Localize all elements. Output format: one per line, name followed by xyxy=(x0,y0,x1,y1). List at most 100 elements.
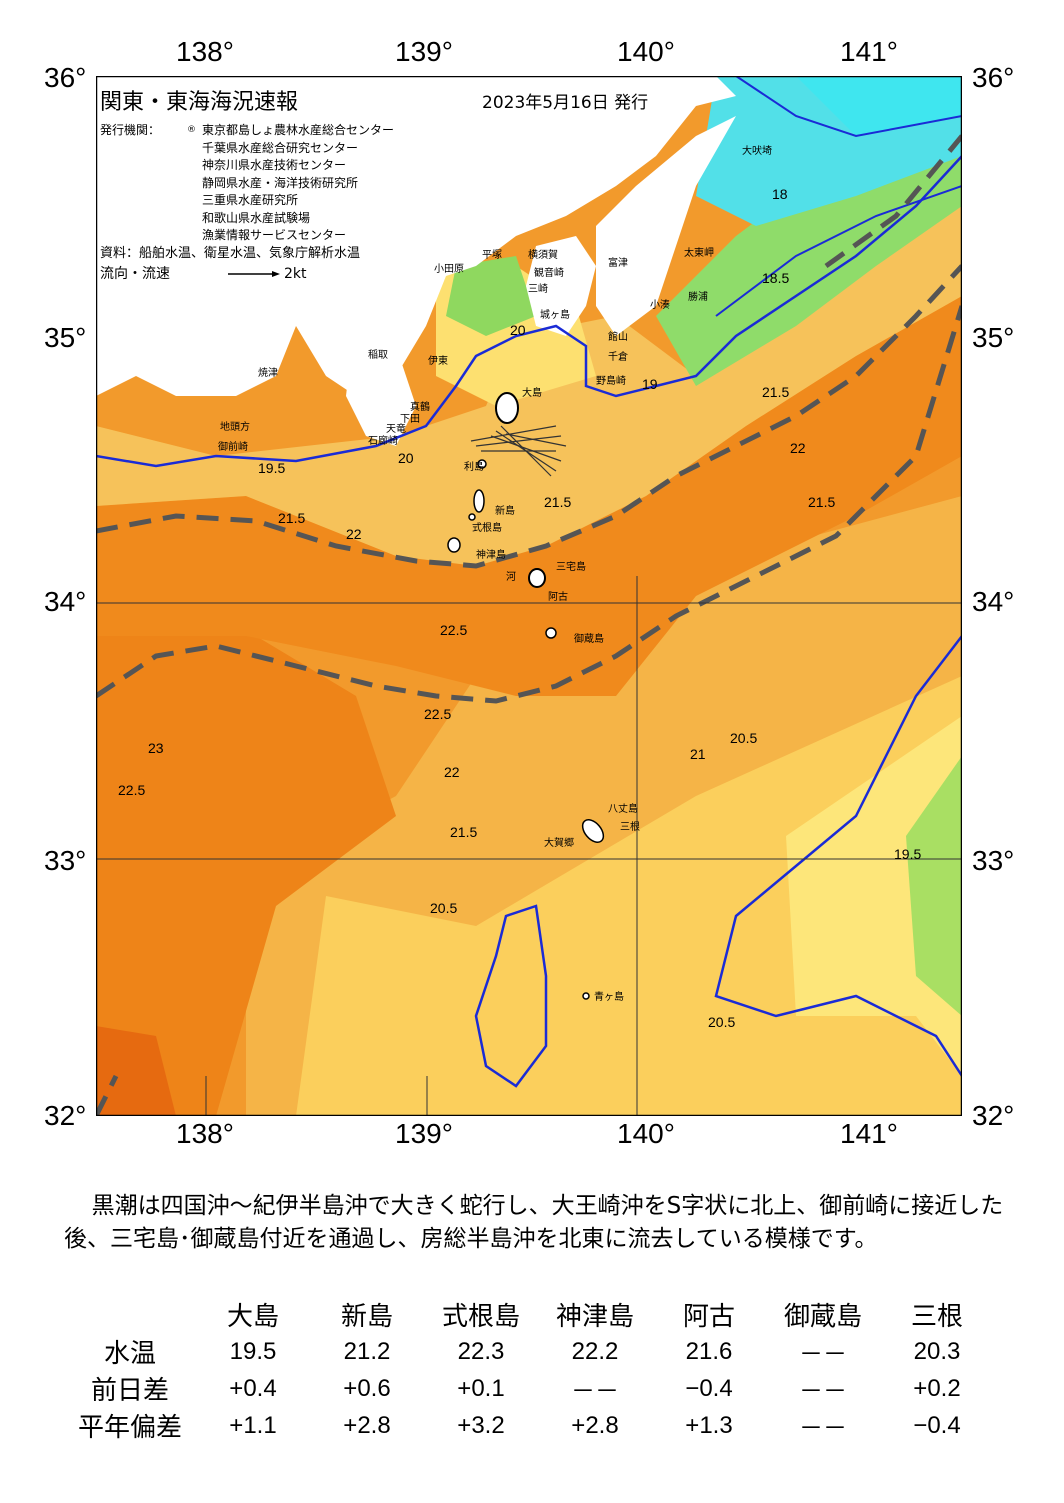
contour-label-22-5-a: 22.5 xyxy=(440,622,468,638)
table-row: 前日差 +0.4 +0.6 +0.1 －－ −0.4 －－ +0.2 xyxy=(64,1370,994,1407)
lat-label-32-left: 32° xyxy=(44,1100,87,1131)
column-shikinejima: 式根島 xyxy=(441,1302,520,1332)
publisher-6: 和歌山県水産試験場 xyxy=(202,210,311,225)
place-yaizu: 焼津 xyxy=(258,368,278,379)
lon-label-141-bottom: 141° xyxy=(840,1118,898,1149)
island-aogashima xyxy=(582,992,590,1000)
contour-label-20-5-a: 20.5 xyxy=(430,900,458,916)
contour-label-22-5-c: 22.5 xyxy=(118,782,146,798)
table-cell: +0.2 xyxy=(913,1374,961,1402)
place-shimoda: 石廊崎 xyxy=(368,436,398,447)
table-cell: −0.4 xyxy=(913,1411,961,1439)
place-katsuura: 勝浦 xyxy=(688,292,708,303)
contour-label-21: 21 xyxy=(690,746,706,762)
table-cell: +0.6 xyxy=(343,1374,391,1402)
contour-label-22-b: 22 xyxy=(790,440,806,456)
table-corner xyxy=(64,1296,196,1333)
publisher-label: 発行機関： xyxy=(100,123,161,137)
lat-label-33-right: 33° xyxy=(972,845,1015,876)
table-cell: +2.8 xyxy=(343,1411,391,1439)
place-miyakejima: 三宅島 xyxy=(556,562,586,573)
place-futtsu: 富津 xyxy=(608,258,628,269)
table-header-row: 大島 新島 式根島 神津島 阿古 御蔵島 三根 xyxy=(64,1296,994,1333)
place-oshima: 大島 xyxy=(522,388,542,399)
island-shikinejima xyxy=(468,513,476,521)
contour-label-22-a: 22 xyxy=(346,526,362,542)
publisher-7: 漁業情報サービスセンター xyxy=(202,228,347,242)
sea-zone-coldest-2 xyxy=(796,76,962,136)
graticule xyxy=(96,576,962,1116)
place-kannonzaki: 観音崎 xyxy=(534,268,564,279)
contour-label-19: 19 xyxy=(642,376,658,392)
place-toshima: 利島 xyxy=(464,462,484,473)
flow-legend-label: 流向・流速 xyxy=(100,266,170,282)
contour-label-22-5-b: 22.5 xyxy=(424,706,452,722)
publisher-1: 東京都島しょ農林水産総合センター xyxy=(202,123,395,137)
table-cell: +2.8 xyxy=(571,1411,619,1439)
contour-label-20-a: 20 xyxy=(510,322,526,338)
publisher-2: 千葉県水産総合研究センター xyxy=(202,140,359,155)
land-honshu xyxy=(96,76,736,396)
lat-label-36-right: 36° xyxy=(972,62,1015,93)
place-inubo: 大吠埼 xyxy=(742,146,772,157)
contour-label-20-b: 20 xyxy=(398,450,414,466)
contour-label-19-5-b: 19.5 xyxy=(894,846,922,862)
lon-label-140-top: 140° xyxy=(617,36,675,67)
sea-zone-cooler xyxy=(786,716,962,1076)
observation-table: 大島 新島 式根島 神津島 阿古 御蔵島 三根 水温 19.5 21.2 22.… xyxy=(64,1296,994,1444)
lat-label-32-right: 32° xyxy=(972,1100,1015,1131)
place-kawamura: 河 xyxy=(506,572,516,583)
contour-label-23: 23 xyxy=(148,740,164,756)
publisher-mark: ® xyxy=(187,125,196,135)
table-cell: 19.5 xyxy=(229,1337,277,1365)
column-ako: 阿古 xyxy=(682,1302,735,1332)
table-cell: 21.6 xyxy=(685,1337,733,1365)
table-cell: －－ xyxy=(799,1378,847,1405)
place-niijima: 新島 xyxy=(495,506,515,517)
table-cell: －－ xyxy=(799,1341,847,1368)
island-niijima xyxy=(473,489,485,513)
table-row: 水温 19.5 21.2 22.3 22.2 21.6 －－ 20.3 xyxy=(64,1333,994,1370)
land-izu-peninsula xyxy=(346,326,416,446)
place-shikinejima: 式根島 xyxy=(472,523,502,534)
map-title: 関東・東海海況速報 xyxy=(100,90,299,115)
table-cell: +0.1 xyxy=(457,1374,505,1402)
island-hachijojima xyxy=(581,819,605,843)
place-mine: 三根 xyxy=(620,822,640,833)
flow-arrows xyxy=(470,425,567,477)
contour-label-19-5: 19.5 xyxy=(258,460,286,476)
place-tenryu: 天竜 xyxy=(386,424,406,435)
contour-label-21-5-d: 21.5 xyxy=(808,494,836,510)
publisher-3: 神奈川県水産技術センター xyxy=(202,158,347,172)
contour-label-18: 18 xyxy=(772,186,788,202)
publisher-4: 静岡県水産・海洋技術研究所 xyxy=(202,175,359,190)
column-kozushima: 神津島 xyxy=(555,1302,634,1332)
place-ajiro: 下田 xyxy=(400,414,420,425)
flow-legend-arrow xyxy=(228,271,280,277)
contour-label-21-5-a: 21.5 xyxy=(278,510,306,526)
table-cell: 22.3 xyxy=(457,1337,505,1365)
island-kozushima xyxy=(447,537,461,553)
place-izu: 伊東 xyxy=(428,356,448,367)
table-cell: 20.3 xyxy=(913,1337,961,1365)
place-oosaka: 大賀郷 xyxy=(544,838,574,849)
table-row: 平年偏差 +1.1 +2.8 +3.2 +2.8 +1.3 －－ −0.4 xyxy=(64,1407,994,1444)
tokyo-bay-green xyxy=(446,256,536,336)
contour-20-east xyxy=(714,635,962,1077)
place-hachijojima: 八丈島 xyxy=(608,804,638,815)
table-cell: +1.1 xyxy=(229,1411,277,1439)
kuroshio-axis-south xyxy=(96,305,962,704)
place-tateyama: 館山 xyxy=(608,332,628,343)
lon-label-140-bottom: 140° xyxy=(617,1118,675,1149)
contour-20-north xyxy=(96,155,962,468)
place-ako: 阿古 xyxy=(548,592,568,603)
table-cell: －－ xyxy=(571,1378,619,1405)
row-label-water-temp: 水温 xyxy=(103,1339,156,1369)
land-miura xyxy=(526,236,596,336)
place-kozushima: 神津島 xyxy=(476,550,506,561)
column-mikurajima: 御蔵島 xyxy=(783,1302,862,1332)
place-misaki: 三崎 xyxy=(528,284,548,295)
place-odawara: 小田原 xyxy=(434,264,464,275)
table-cell: +3.2 xyxy=(457,1411,505,1439)
contour-label-21-5-b: 21.5 xyxy=(544,494,572,510)
